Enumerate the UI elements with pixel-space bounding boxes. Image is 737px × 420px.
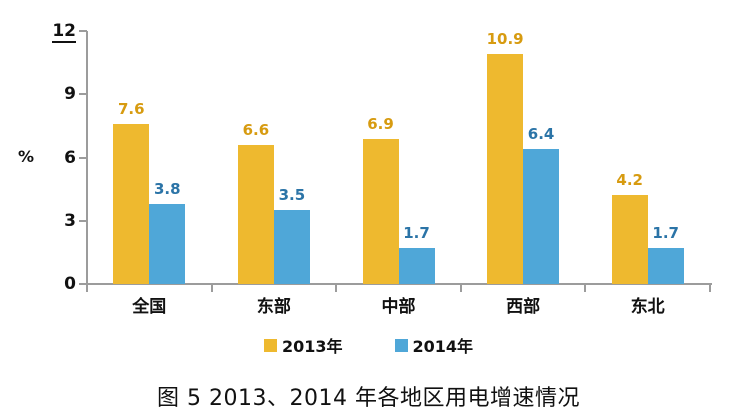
bar-value-label: 6.9 [367, 114, 394, 133]
legend-swatch-icon [394, 338, 408, 352]
bar-series2-cat5 [647, 248, 684, 284]
y-tick-label-text: 12 [52, 21, 76, 43]
x-tick [459, 284, 462, 292]
y-tick [79, 93, 87, 96]
bar-value-label: 1.7 [652, 224, 679, 243]
bar-value-label: 6.6 [242, 120, 270, 139]
bar-series2-cat4 [523, 149, 560, 284]
figure-caption: 图 5 2013、2014 年各地区用电增速情况 [157, 386, 580, 411]
x-category-label: 中部 [381, 297, 416, 317]
x-tick [709, 284, 711, 292]
bar-value-label: 6.4 [527, 125, 555, 144]
bar-series2-cat2 [273, 210, 310, 284]
x-tick [210, 284, 213, 292]
y-tick [79, 219, 87, 222]
legend-item-1: 2013年 [263, 333, 343, 357]
y-tick-label-text: 0 [64, 274, 76, 294]
x-axis-line [79, 283, 712, 285]
bar-series1-cat1 [113, 123, 150, 284]
y-tick [79, 30, 87, 32]
y-tick-label: 6 [30, 148, 76, 168]
legend-label: 2014年 [412, 337, 474, 356]
legend-swatch-icon [263, 338, 277, 352]
bar-series1-cat5 [611, 195, 648, 284]
x-category-label: 西部 [506, 297, 541, 317]
bar-series1-cat3 [362, 138, 399, 284]
bar-series1-cat4 [487, 54, 524, 284]
y-axis-title: % [18, 146, 35, 166]
y-tick-label: 9 [30, 84, 76, 104]
chart-legend: 2013年 2014年 [0, 333, 737, 357]
bar-series2-cat1 [149, 203, 186, 284]
bar-series2-cat3 [398, 248, 435, 284]
x-tick [335, 284, 338, 292]
y-tick-label: 3 [30, 211, 76, 231]
y-tick-label: 12 [30, 21, 76, 43]
x-tick [584, 284, 587, 292]
y-tick-label-text: 6 [64, 147, 76, 168]
bar-value-label: 7.6 [118, 99, 145, 118]
x-category-label: 全国 [132, 297, 167, 317]
bar-value-label: 4.2 [616, 171, 643, 190]
x-category-label: 东北 [630, 297, 665, 317]
bar-value-label: 10.9 [486, 30, 524, 49]
y-tick-label-text: 3 [64, 210, 76, 231]
y-tick-label: 0 [30, 274, 76, 294]
x-category-label: 东部 [256, 297, 291, 317]
legend-item-2: 2014年 [394, 333, 474, 357]
y-tick [79, 156, 87, 159]
y-tick [79, 283, 87, 285]
bar-value-label: 3.8 [154, 179, 181, 198]
y-tick-label-text: 9 [64, 84, 76, 105]
x-tick [86, 284, 88, 292]
bar-series1-cat2 [237, 144, 274, 284]
y-axis-line [86, 31, 88, 292]
bar-value-label: 1.7 [403, 224, 430, 243]
legend-label: 2013年 [281, 337, 343, 356]
bar-value-label: 3.5 [278, 186, 306, 205]
